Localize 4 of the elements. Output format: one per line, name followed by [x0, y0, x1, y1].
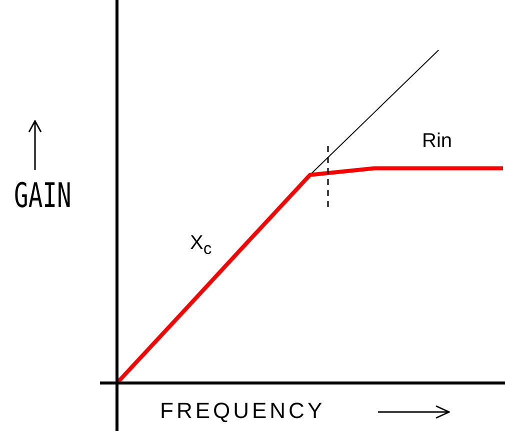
- annotation: X$_{c}$: [190, 232, 212, 259]
- annotation: Rin: [422, 130, 452, 153]
- y-axis-title: GAIN: [14, 176, 72, 216]
- x-axis-title: FREQUENCY: [160, 398, 326, 424]
